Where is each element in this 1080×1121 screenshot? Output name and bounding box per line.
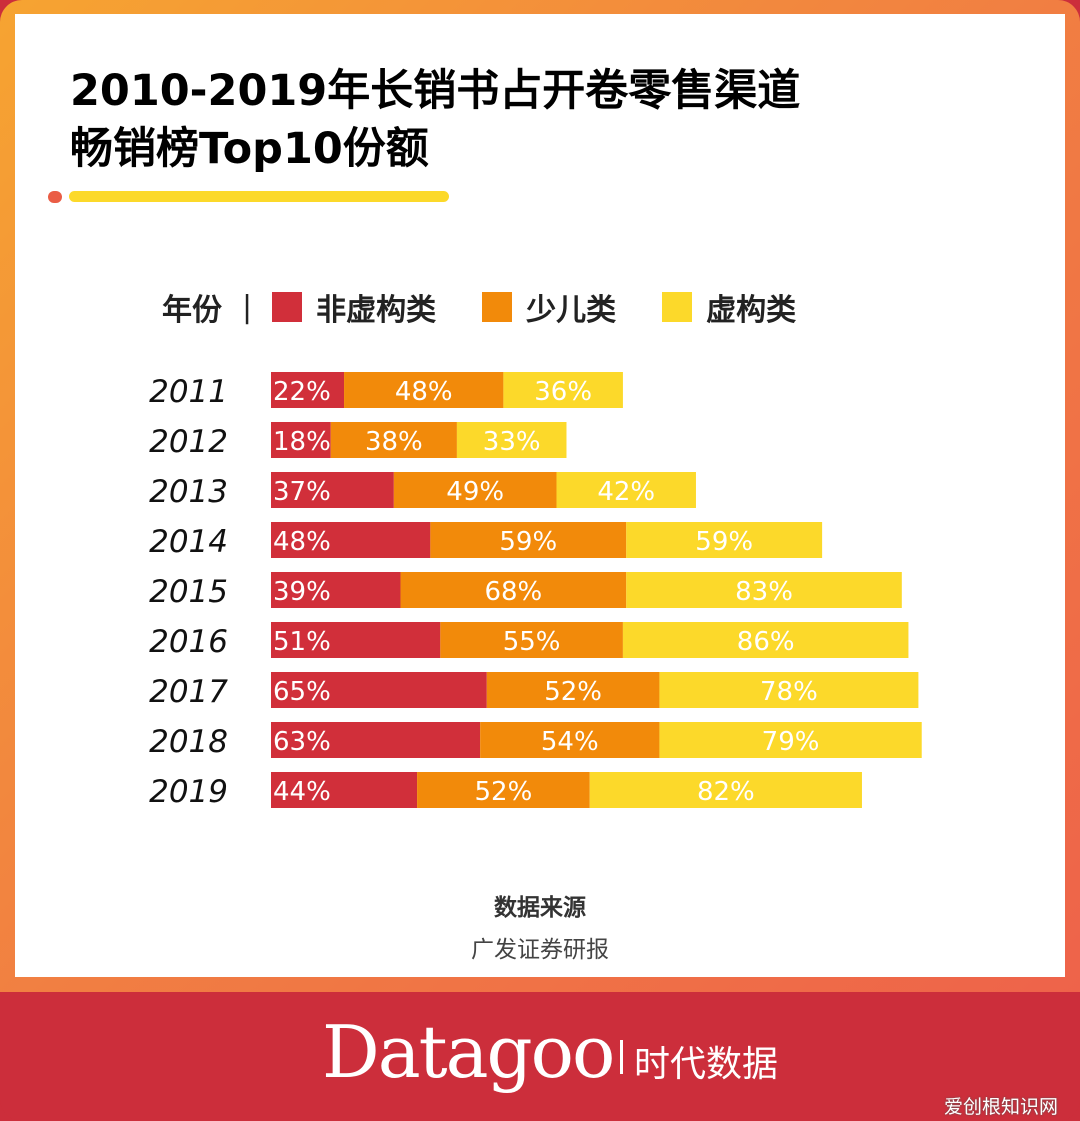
bar-segment [271, 622, 441, 658]
data-label: 33% [483, 427, 541, 457]
bar-segment [271, 422, 331, 458]
data-label: 68% [484, 577, 542, 607]
title-line-1: 2010-2019年长销书占开卷零售渠道 [70, 66, 801, 116]
data-label: 37% [273, 477, 331, 507]
legend-label: 少儿类 [526, 293, 617, 328]
data-label: 49% [446, 477, 504, 507]
bar-segment [626, 572, 902, 608]
brand-divider [620, 1040, 623, 1074]
data-label: 55% [503, 627, 561, 657]
data-label: 82% [697, 777, 755, 807]
category-label: 2014 [149, 524, 228, 560]
data-label: 65% [273, 677, 331, 707]
legend-label: 虚构类 [706, 293, 797, 328]
bar-segment [480, 722, 660, 758]
legend-item-fiction: 虚构类 [662, 285, 796, 329]
data-label: 22% [273, 377, 331, 407]
bar-segment [430, 522, 627, 558]
data-label: 59% [695, 527, 753, 557]
data-label: 83% [735, 577, 793, 607]
source-heading: 数据来源 [494, 895, 586, 921]
bar-segment [271, 722, 481, 758]
data-label: 44% [273, 777, 331, 807]
bar-segment [271, 572, 401, 608]
category-label: 2016 [149, 624, 228, 660]
legend-item-nonfiction: 非虚构类 [272, 285, 436, 329]
legend-item-children: 少儿类 [482, 285, 616, 329]
category-label: 2018 [149, 724, 228, 760]
data-label: 18% [273, 427, 331, 457]
legend-divider: | [242, 289, 253, 325]
title-underline [69, 191, 449, 202]
bar-segment [589, 772, 862, 808]
bar-segment [271, 672, 487, 708]
bar-segment [417, 772, 590, 808]
bar-segment [659, 722, 922, 758]
data-label: 79% [762, 727, 820, 757]
bar-segment [622, 622, 909, 658]
bar-segment [456, 422, 567, 458]
bar-segment [271, 372, 345, 408]
data-label: 48% [273, 527, 331, 557]
footer [0, 992, 1080, 1121]
category-label: 2015 [149, 574, 228, 610]
data-label: 78% [760, 677, 818, 707]
category-label: 2013 [149, 474, 228, 510]
category-label: 2011 [149, 374, 228, 410]
bar-segment [330, 422, 457, 458]
bar-segment [486, 672, 660, 708]
bar-segment [393, 472, 557, 508]
bar-segment [271, 772, 418, 808]
legend: 年份 | 非虚构类 少儿类 虚构类 [162, 285, 842, 329]
bar-segment [659, 672, 919, 708]
bar-segment [344, 372, 504, 408]
source: 数据来源 广发证券研报 [0, 888, 1080, 964]
bar-segment [626, 522, 823, 558]
category-label: 2019 [149, 774, 228, 810]
data-label: 48% [395, 377, 453, 407]
legend-title: 年份 [162, 293, 222, 328]
bar-segment [271, 472, 394, 508]
data-label: 51% [273, 627, 331, 657]
legend-label: 非虚构类 [316, 293, 437, 328]
watermark: 爱创根知识网 [943, 1096, 1058, 1118]
data-label: 54% [541, 727, 599, 757]
bar-segment [556, 472, 696, 508]
data-label: 38% [365, 427, 423, 457]
data-label: 42% [597, 477, 655, 507]
bar-segment [503, 372, 623, 408]
data-label: 59% [499, 527, 557, 557]
source-text: 广发证券研报 [471, 937, 609, 963]
category-label: 2012 [149, 424, 228, 460]
data-label: 63% [273, 727, 331, 757]
bar-segment [271, 522, 431, 558]
data-label: 86% [737, 627, 795, 657]
legend-swatch [482, 292, 513, 322]
legend-swatch [662, 292, 693, 322]
title-accent-dot [48, 191, 62, 203]
brand-logo: Datagoo [322, 1010, 615, 1094]
bar-chart: 2011 22% 48% 36% 2012 18% 38% 33% 2013 37% 49% 42% 2… [149, 372, 922, 810]
data-label: 36% [534, 377, 592, 407]
data-label: 39% [273, 577, 331, 607]
brand-chinese: 时代数据 [634, 1044, 779, 1085]
data-label: 52% [475, 777, 533, 807]
category-label: 2017 [149, 674, 228, 710]
title-line-2: 畅销榜Top10份额 [70, 124, 429, 174]
legend-swatch [272, 292, 303, 322]
bar-segment [440, 622, 623, 658]
chart-title: 2010-2019年长销书占开卷零售渠道 畅销榜Top10份额 [70, 62, 800, 178]
data-label: 52% [544, 677, 602, 707]
bar-segment [400, 572, 627, 608]
